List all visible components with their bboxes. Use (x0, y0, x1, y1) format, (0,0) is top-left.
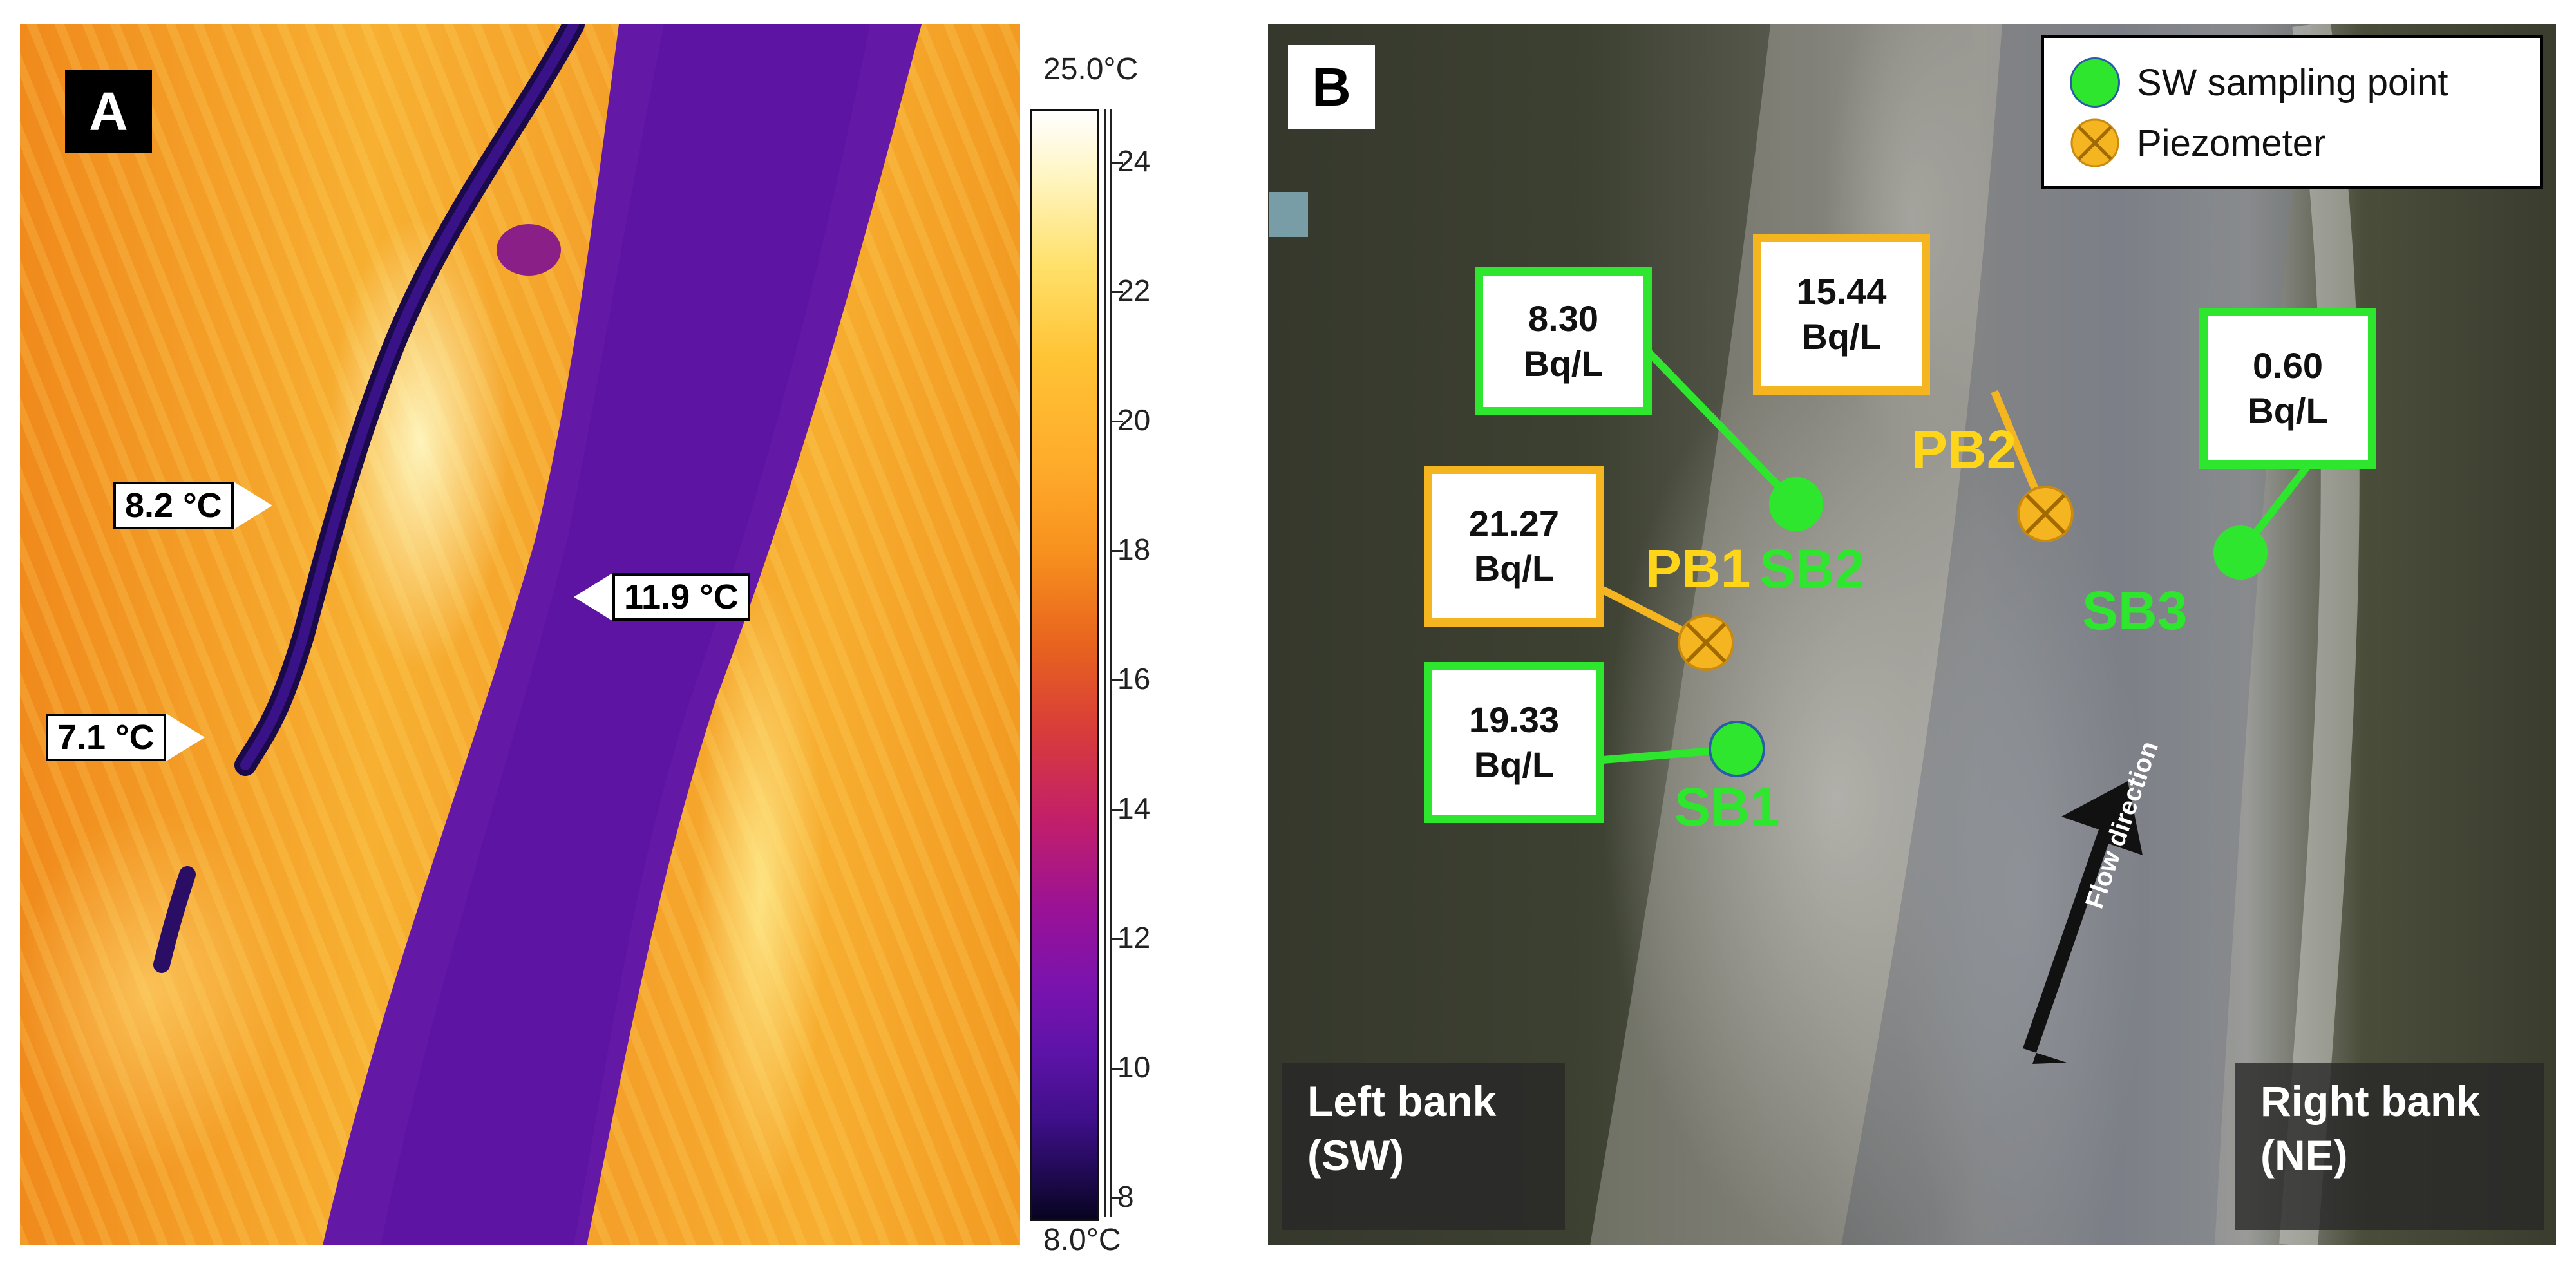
river-channel (1841, 24, 2311, 1245)
connector-sb2 (1646, 350, 1799, 507)
colorbar-gradient (1030, 109, 1099, 1221)
colorbar-tick-label: 12 (1117, 921, 1151, 954)
colorbar-tick (1110, 938, 1123, 940)
temperature-colorbar: 25.0°C 24 22 20 18 16 14 12 10 8 8.0°C (1030, 52, 1211, 1257)
left-bank-label: Left bank (SW) (1282, 1063, 1565, 1230)
temp-callout-text: 11.9 °C (612, 573, 750, 621)
value-unit: Bq/L (1523, 343, 1604, 384)
panel-b-label: B (1288, 45, 1375, 129)
colorbar-axis (1104, 109, 1106, 1217)
piezometer-pb2 (2017, 486, 2074, 542)
value-unit: Bq/L (1473, 744, 1555, 785)
colorbar-tick (1110, 809, 1123, 811)
value-number: 15.44 (1796, 271, 1887, 312)
bank-direction: (SW) (1307, 1131, 1405, 1179)
colorbar-tick (1110, 1068, 1123, 1070)
colorbar-tick-label: 18 (1117, 533, 1151, 566)
value-number: 21.27 (1468, 503, 1560, 544)
legend-label: SW sampling point (2137, 61, 2448, 104)
value-number: 0.60 (2253, 345, 2323, 386)
sampling-point-sb2 (1769, 477, 1823, 531)
value-number: 19.33 (1468, 699, 1560, 740)
legend-item-piezometer: Piezometer (2070, 118, 2325, 168)
colorbar-max-label: 25.0°C (1043, 52, 1139, 86)
colorbar-tick-label: 8 (1117, 1180, 1134, 1213)
colorbar-axis (1110, 109, 1112, 1217)
colorbar-tick (1110, 679, 1123, 681)
value-unit: Bq/L (2248, 390, 2328, 431)
colorbar-tick-label: 10 (1117, 1050, 1151, 1084)
sampling-point-sb1 (1709, 721, 1765, 777)
value-unit: Bq/L (1473, 548, 1555, 589)
point-label-sb2: SB2 (1759, 538, 1865, 599)
value-box-sb1: 19.33 Bq/L (1424, 662, 1604, 823)
colorbar-min-label: 8.0°C (1043, 1223, 1121, 1257)
flow-direction-arrow (2023, 781, 2143, 1064)
piezometer-pb1 (1678, 614, 1734, 671)
value-number: 8.30 (1528, 298, 1598, 339)
temp-callout-text: 7.1 °C (46, 714, 166, 761)
value-box-pb1: 21.27 Bq/L (1424, 466, 1604, 627)
value-unit: Bq/L (1801, 316, 1882, 357)
legend: SW sampling point Piezometer (2041, 35, 2543, 189)
colorbar-tick (1110, 162, 1123, 164)
colorbar-tick-label: 16 (1117, 662, 1151, 696)
temp-callout-seep-upper: 8.2 °C (113, 482, 272, 529)
bank-edge (2279, 24, 2360, 1245)
colorbar-tick-label: 22 (1117, 274, 1151, 307)
colorbar-tick (1110, 1197, 1123, 1199)
bank-direction: (NE) (2260, 1131, 2348, 1179)
value-box-pb2: 15.44 Bq/L (1753, 234, 1930, 395)
value-box-sb2: 8.30 Bq/L (1475, 267, 1652, 415)
arrow-right-icon (233, 482, 272, 529)
building-roof (1269, 192, 1308, 237)
colorbar-tick-label: 24 (1117, 144, 1151, 178)
piezometer-icon (2070, 118, 2119, 167)
arrow-right-icon (166, 714, 205, 761)
colorbar-tick-label: 20 (1117, 403, 1151, 437)
colorbar-tick (1110, 291, 1123, 293)
legend-label: Piezometer (2137, 122, 2326, 164)
thermal-image-panel: A 8.2 °C 11.9 °C 7.1 °C (20, 24, 1020, 1245)
panel-a-label: A (65, 70, 152, 153)
point-label-sb3: SB3 (2082, 580, 2188, 641)
colorbar-tick (1110, 550, 1123, 552)
point-label-pb1: PB1 (1645, 538, 1751, 599)
colorbar-tick-label: 14 (1117, 791, 1151, 825)
point-label-sb1: SB1 (1674, 777, 1780, 837)
temp-callout-text: 8.2 °C (113, 482, 234, 529)
legend-item-sw: SW sampling point (2070, 57, 2448, 108)
thermal-image-graphics (153, 24, 922, 1245)
right-bank-label: Right bank (NE) (2235, 1063, 2544, 1230)
bank-name: Right bank (2260, 1077, 2480, 1125)
bank-name: Left bank (1307, 1077, 1497, 1125)
green-circle-icon (2070, 57, 2120, 108)
colorbar-tick (1110, 421, 1123, 422)
temp-callout-seep-lower: 7.1 °C (46, 714, 205, 761)
value-box-sb3: 0.60 Bq/L (2199, 308, 2376, 469)
arrow-left-icon (574, 573, 612, 621)
point-label-pb2: PB2 (1911, 419, 2017, 480)
sampling-point-sb3 (2213, 525, 2268, 580)
temp-callout-river: 11.9 °C (574, 573, 750, 621)
